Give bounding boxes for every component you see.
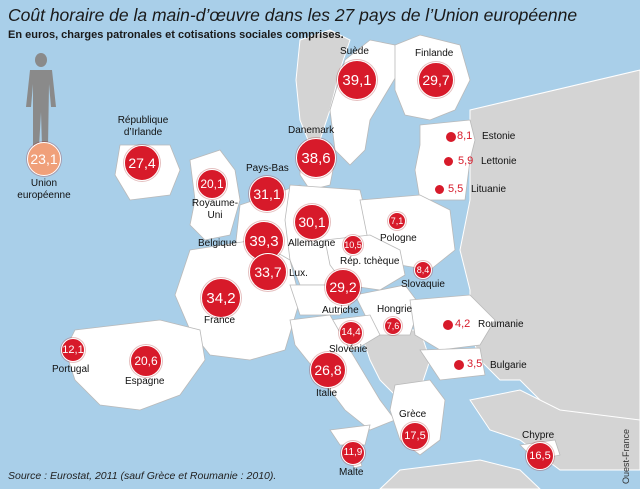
person-silhouette-icon: [26, 53, 56, 147]
value-bubble-germany: 30,1: [294, 204, 330, 240]
country-label-ireland-line2: d’Irlande: [123, 126, 163, 138]
page-title: Coût horaire de la main-d’œuvre dans les…: [8, 5, 578, 25]
country-label-belgium: Belgique: [198, 238, 237, 249]
value-text-estonia: 8,1: [457, 130, 473, 142]
value-bubble-france: 34,2: [201, 278, 241, 318]
country-label-ireland-line1: République: [117, 115, 169, 126]
country-label-uk-line2: Uni: [207, 209, 223, 221]
country-label-denmark: Danemark: [288, 125, 335, 136]
value-bubble-spain: 20,6: [130, 345, 162, 377]
country-label-cyprus: Chypre: [522, 430, 555, 441]
value-bubble-portugal: 12,1: [61, 338, 85, 362]
value-dot-bulgaria: [453, 359, 465, 371]
sicily-land: [329, 424, 371, 446]
value-bubble-sweden: 39,1: [337, 60, 377, 100]
country-label-finland: Finlande: [415, 48, 454, 59]
value-bubble-czech-republic: 10,5: [343, 235, 363, 255]
country-label-poland: Pologne: [380, 233, 417, 244]
eu-average-label: Union européenne: [14, 178, 74, 201]
country-label-uk-line1: Royaume-: [191, 198, 239, 209]
value-bubble-malta: 11,9: [341, 441, 365, 465]
country-label-france: France: [204, 315, 236, 326]
value-bubble-slovenia: 14,4: [339, 321, 363, 345]
eu-average-label-line1: Union: [30, 178, 58, 189]
source-note: Source : Eurostat, 2011 (sauf Grèce et R…: [8, 470, 277, 482]
country-label-slovenia: Slovénie: [329, 344, 368, 355]
country-label-latvia: Lettonie: [481, 156, 517, 167]
country-label-greece: Grèce: [399, 409, 427, 420]
eu-average-bubble: 23,1: [27, 142, 61, 176]
value-dot-latvia: [443, 156, 454, 167]
value-bubble-luxembourg: 33,7: [249, 253, 287, 291]
country-label-slovakia: Slovaquie: [401, 279, 445, 290]
country-label-czech-republic: Rép. tchèque: [340, 256, 400, 267]
value-bubble-ireland: 27,4: [124, 145, 160, 181]
country-label-italy: Italie: [316, 388, 338, 399]
country-label-malta: Malte: [339, 467, 364, 478]
country-label-romania: Roumanie: [478, 319, 524, 330]
country-label-germany: Allemagne: [288, 238, 336, 249]
country-label-austria: Autriche: [322, 305, 359, 316]
value-bubble-hungary: 7,6: [384, 317, 402, 335]
value-bubble-finland: 29,7: [418, 62, 454, 98]
africa-land: [379, 459, 541, 489]
country-label-luxembourg: Lux.: [289, 268, 308, 279]
country-label-ireland: République d’Irlande: [108, 115, 178, 138]
value-text-lithuania: 5,5: [448, 183, 464, 195]
turkey-land: [469, 389, 640, 471]
country-label-uk: Royaume- Uni: [190, 198, 240, 221]
country-label-estonia: Estonie: [482, 131, 516, 142]
value-dot-romania: [442, 319, 454, 331]
credit-text: Ouest-France: [621, 428, 631, 484]
value-bubble-netherlands: 31,1: [249, 176, 285, 212]
value-bubble-slovakia: 8,4: [414, 261, 432, 279]
value-bubble-denmark: 38,6: [296, 138, 336, 178]
value-dot-estonia: [445, 131, 457, 143]
value-bubble-uk: 20,1: [197, 169, 227, 199]
value-bubble-austria: 29,2: [325, 269, 361, 305]
value-text-bulgaria: 3,5: [467, 358, 483, 370]
value-bubble-greece: 17,5: [401, 422, 429, 450]
value-bubble-cyprus: 16,5: [526, 442, 554, 470]
value-text-latvia: 5,9: [458, 155, 474, 167]
value-bubble-italy: 26,8: [310, 352, 346, 388]
bulgaria-land: [419, 347, 486, 381]
country-label-hungary: Hongrie: [377, 304, 413, 315]
value-bubble-poland: 7,1: [388, 212, 406, 230]
page-subtitle: En euros, charges patronales et cotisati…: [8, 29, 344, 41]
country-label-portugal: Portugal: [52, 364, 90, 375]
eu-average-label-line2: européenne: [17, 189, 71, 201]
norway-land: [295, 29, 351, 151]
value-dot-lithuania: [434, 184, 445, 195]
country-label-bulgaria: Bulgarie: [490, 360, 527, 371]
value-text-romania: 4,2: [455, 318, 471, 330]
country-label-lithuania: Lituanie: [471, 184, 507, 195]
country-label-spain: Espagne: [125, 376, 165, 387]
country-label-netherlands: Pays-Bas: [246, 163, 289, 174]
country-label-sweden: Suède: [340, 46, 369, 57]
